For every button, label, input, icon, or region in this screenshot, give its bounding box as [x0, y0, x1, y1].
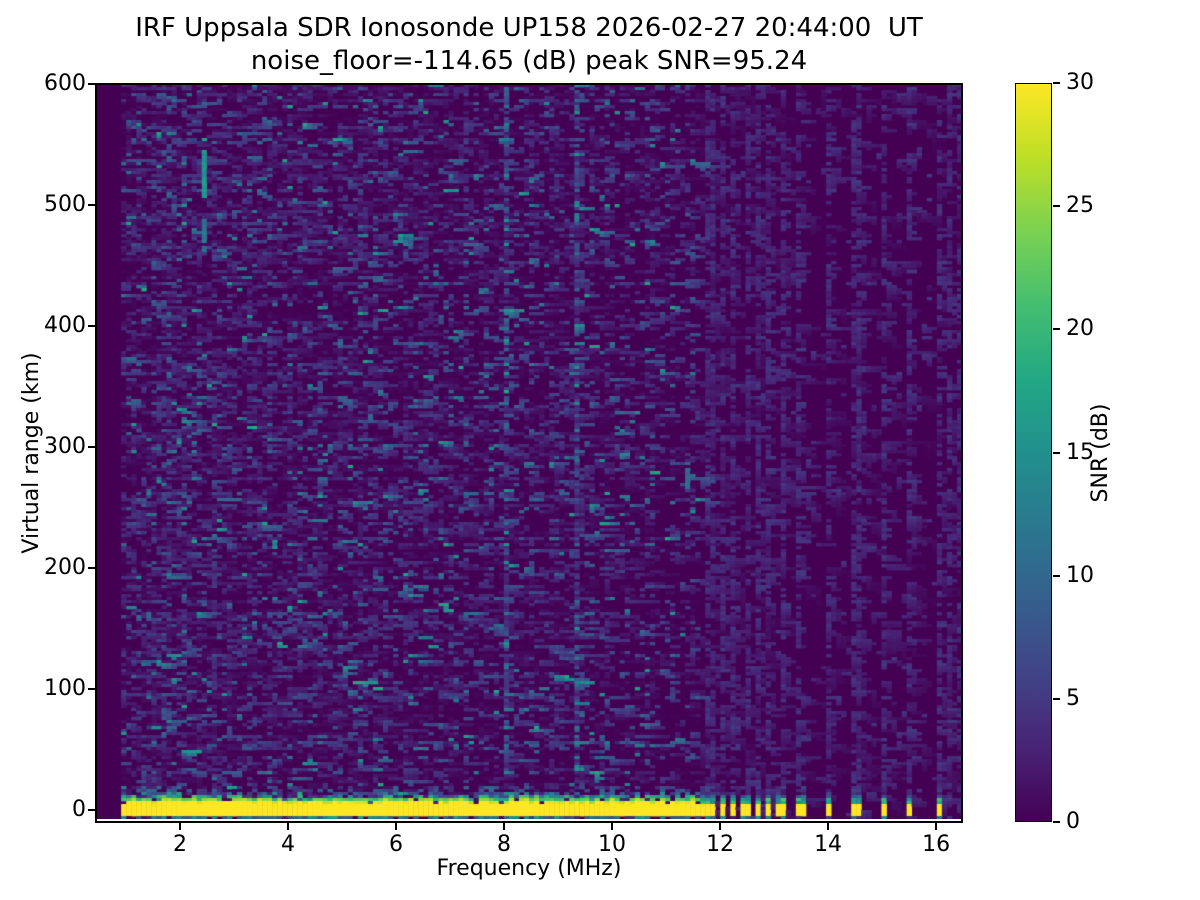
x-tick-mark — [719, 822, 722, 830]
x-tick-mark — [503, 822, 506, 830]
x-tick-mark — [611, 822, 614, 830]
colorbar-gradient — [1015, 83, 1052, 822]
colorbar-tick-mark — [1053, 451, 1060, 454]
x-tick-mark — [935, 822, 938, 830]
y-axis-label: Virtual range (km) — [19, 352, 44, 554]
y-tick-label: 500 — [44, 191, 86, 217]
x-axis-label: Frequency (MHz) — [436, 856, 622, 881]
y-tick-label: 200 — [44, 554, 86, 580]
x-tick-label: 14 — [814, 832, 843, 857]
x-tick-mark — [827, 822, 830, 830]
y-tick-label: 400 — [44, 312, 86, 338]
colorbar-tick-label: 10 — [1066, 562, 1094, 588]
y-tick-label: 600 — [44, 71, 86, 96]
x-tick-label: 10 — [598, 832, 627, 857]
y-tick-mark — [88, 203, 96, 206]
colorbar-tick-label: 15 — [1066, 439, 1094, 465]
x-tick-label: 4 — [281, 832, 296, 857]
colorbar-tick-mark — [1053, 82, 1060, 84]
y-tick-label: 0 — [72, 796, 86, 822]
x-tick-label: 6 — [389, 832, 404, 857]
x-tick-mark — [287, 822, 290, 830]
x-tick-mark — [395, 822, 398, 830]
x-tick-label: 2 — [173, 832, 188, 857]
y-tick-mark — [88, 687, 96, 690]
colorbar-tick-mark — [1053, 574, 1060, 577]
x-tick-label: 12 — [706, 832, 735, 857]
colorbar-tick-label: 20 — [1066, 316, 1094, 342]
ionogram-heatmap-canvas — [96, 84, 962, 819]
y-tick-label: 300 — [44, 433, 86, 459]
colorbar-label: SNR (dB) — [1088, 403, 1113, 503]
y-tick-mark — [88, 566, 96, 569]
y-tick-mark — [88, 445, 96, 448]
chart-title: IRF Uppsala SDR Ionosonde UP158 2026-02-… — [135, 13, 923, 43]
chart-subtitle: noise_floor=-114.65 (dB) peak SNR=95.24 — [250, 46, 808, 76]
colorbar-tick-label: 30 — [1066, 70, 1094, 95]
colorbar-tick-label: 25 — [1066, 193, 1094, 219]
colorbar-tick-mark — [1053, 328, 1060, 331]
x-tick-label: 16 — [922, 832, 951, 857]
y-tick-label: 100 — [44, 675, 86, 701]
x-tick-label: 8 — [497, 832, 512, 857]
colorbar-tick-mark — [1053, 205, 1060, 208]
colorbar-tick-label: 0 — [1066, 809, 1080, 834]
x-tick-mark — [179, 822, 182, 830]
y-tick-mark — [88, 324, 96, 327]
colorbar-tick-label: 5 — [1066, 685, 1080, 711]
y-tick-mark — [88, 808, 96, 811]
y-tick-mark — [88, 83, 96, 85]
colorbar-tick-mark — [1053, 821, 1060, 823]
colorbar-tick-mark — [1053, 697, 1060, 700]
